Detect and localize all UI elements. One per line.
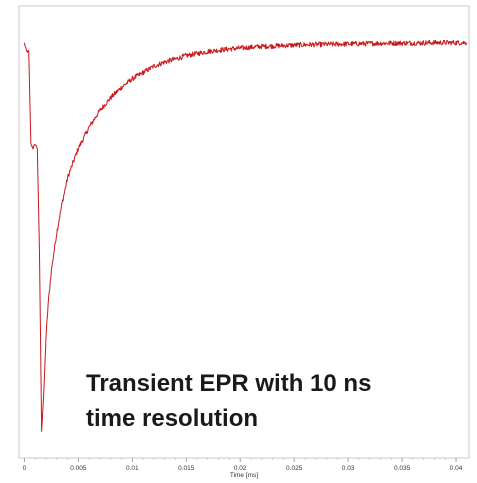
x-tick-label: 0.03: [342, 465, 355, 472]
series-layer: [23, 39, 468, 432]
x-tick-label: 0.035: [394, 465, 411, 472]
x-tick-label: 0.005: [70, 465, 87, 472]
x-tick-label: 0.015: [178, 465, 195, 472]
x-tick-label: 0.04: [450, 465, 463, 472]
chart-annotation-line-2: time resolution: [86, 405, 258, 432]
chart-annotation-line-1: Transient EPR with 10 ns: [86, 370, 371, 397]
x-tick-label: 0.01: [126, 465, 139, 472]
x-tick-label: 0.025: [286, 465, 303, 472]
plot-frame: [18, 5, 470, 459]
x-axis: 0 0.005 0.01 0.015 0.02 0.025 0.03 0.035 0.04: [23, 458, 463, 472]
x-axis-title: Time [ms]: [230, 472, 258, 479]
series-line-0: [23, 39, 468, 432]
x-tick-label: 0.02: [234, 465, 247, 472]
x-tick-label: 0: [23, 465, 27, 472]
